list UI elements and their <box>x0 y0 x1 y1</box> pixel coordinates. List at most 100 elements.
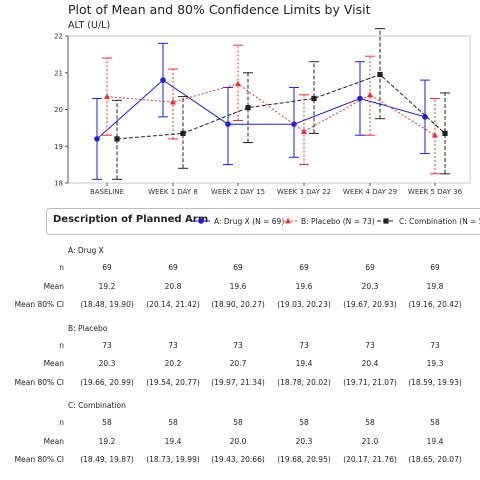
table-cell: 19.4 <box>295 359 313 368</box>
legend-label: A: Drug X (N = 69) <box>214 217 284 226</box>
table-row-label: n <box>59 263 64 272</box>
table-cell: 69 <box>233 263 243 272</box>
data-point <box>422 114 428 120</box>
data-point <box>357 95 363 102</box>
table-cell: (18.90, 20.27) <box>211 300 265 309</box>
table-cell: 58 <box>299 418 309 427</box>
table-cell: 19.6 <box>229 281 247 291</box>
legend-items: A: Drug X (N = 69) B: Placebo (N = 73) C: … <box>192 217 480 226</box>
y-axis-label: ALT (U/L) <box>68 20 111 31</box>
table-cell: 69 <box>168 263 178 272</box>
y-tick-label: 18 <box>54 180 63 188</box>
data-point <box>245 105 251 111</box>
table-cell: 20.0 <box>229 436 247 446</box>
y-tick-label: 19 <box>54 143 63 151</box>
table-cell: 69 <box>365 263 375 272</box>
data-point <box>180 130 186 136</box>
y-tick-label: 20 <box>54 106 63 114</box>
series-c <box>112 28 450 180</box>
table-cell: 73 <box>430 340 440 350</box>
data-point <box>170 98 176 105</box>
table-cell: (19.68, 20.95) <box>277 455 331 464</box>
table-cell: (19.16, 20.42) <box>408 300 462 309</box>
table-cell: (20.17, 21.76) <box>343 455 397 464</box>
table-cell: 69 <box>299 263 309 272</box>
data-point <box>114 136 120 142</box>
table-cell: 58 <box>233 418 243 427</box>
plot-frame <box>67 35 471 184</box>
table-cell: (19.43, 20.66) <box>211 455 265 464</box>
table-cell: 19.6 <box>295 281 313 291</box>
x-tick-label: WEEK 5 DAY 36 <box>408 188 463 196</box>
series-a <box>92 42 430 180</box>
table-cell: (19.71, 21.07) <box>343 377 397 387</box>
data-point <box>367 91 373 98</box>
table-group-label: C: Combination <box>68 401 126 410</box>
table-row-label: Mean 80% CI <box>14 455 64 464</box>
legend-label: B: Placebo (N = 73) <box>301 217 375 226</box>
table-cell: 21.0 <box>361 436 379 446</box>
table-cell: (19.03, 20.23) <box>277 300 331 309</box>
table-cell: 69 <box>102 263 112 272</box>
table-cell: 19.2 <box>98 281 116 291</box>
table-cell: 69 <box>430 263 440 272</box>
table-cell: 20.4 <box>361 359 379 368</box>
table-cell: 19.3 <box>426 359 444 368</box>
series-line <box>96 79 426 140</box>
x-tick-label: WEEK 4 DAY 29 <box>343 188 397 196</box>
series-line <box>116 74 446 140</box>
table-cell: (18.59, 19.93) <box>408 377 462 387</box>
table-cell: (18.78, 20.02) <box>277 377 331 387</box>
data-point <box>311 95 317 102</box>
data-point <box>301 128 307 134</box>
plot-area: 18 19 20 21 22 BASELINE WEEK 1 DAY 8 WEEK 2 DAY… <box>54 28 471 196</box>
table-row-label: Mean <box>43 359 64 368</box>
table-cell: 58 <box>365 418 375 427</box>
x-tick-label: WEEK 3 DAY 22 <box>277 188 331 196</box>
table-cell: (18.49, 19.87) <box>80 455 134 464</box>
chart-title: Plot of Mean and 80% Confidence Limits b… <box>68 2 371 17</box>
table-cell: 19.4 <box>164 436 182 446</box>
y-tick-label: 21 <box>54 69 63 77</box>
data-point <box>442 130 448 136</box>
table-cell: 19.4 <box>426 436 444 446</box>
table-cell: (19.66, 20.99) <box>80 377 134 387</box>
table-row-label: Mean 80% CI <box>14 300 64 309</box>
table-cell: (19.97, 21.34) <box>211 377 265 387</box>
table-cell: 20.8 <box>164 281 182 291</box>
table-row-label: Mean <box>43 436 64 446</box>
data-point <box>225 121 231 127</box>
table-row-label: Mean 80% CI <box>14 377 64 387</box>
table-cell: (18.48, 19.90) <box>80 300 134 309</box>
legend-label: C: Combination (N = 58) <box>399 217 480 226</box>
table-cell: 19.8 <box>426 281 444 291</box>
data-point <box>432 132 438 138</box>
legend-marker <box>383 218 389 224</box>
table-cell: 20.2 <box>164 359 182 368</box>
table-cell: 73 <box>102 340 112 350</box>
table-cell: (18.73, 19.99) <box>146 455 200 464</box>
table-row-label: n <box>59 418 64 427</box>
table-cell: 73 <box>365 340 375 350</box>
x-tick-label: WEEK 2 DAY 15 <box>211 188 265 196</box>
table-group-label: B: Placebo <box>68 323 108 333</box>
data-point <box>94 136 100 142</box>
table-cell: 19.2 <box>98 436 116 446</box>
table-cell: 73 <box>233 340 243 350</box>
table-cell: 58 <box>102 418 112 427</box>
table-cell: (20.14, 21.42) <box>146 300 200 309</box>
table-row-label: n <box>59 340 64 350</box>
table-cell: 20.7 <box>229 359 247 368</box>
data-point <box>235 80 241 87</box>
table-cell: 20.3 <box>361 281 379 291</box>
data-point <box>377 71 383 78</box>
legend-marker <box>198 218 204 224</box>
table-cell: 58 <box>430 418 440 427</box>
legend-title: Description of Planned Arm <box>53 214 209 225</box>
table-cell: (19.67, 20.93) <box>343 300 397 309</box>
table-cell: (18.65, 20.07) <box>408 455 462 464</box>
data-point <box>104 93 110 100</box>
series-b <box>102 44 440 175</box>
y-tick-label: 22 <box>54 33 63 41</box>
table-row-label: Mean <box>43 281 64 291</box>
